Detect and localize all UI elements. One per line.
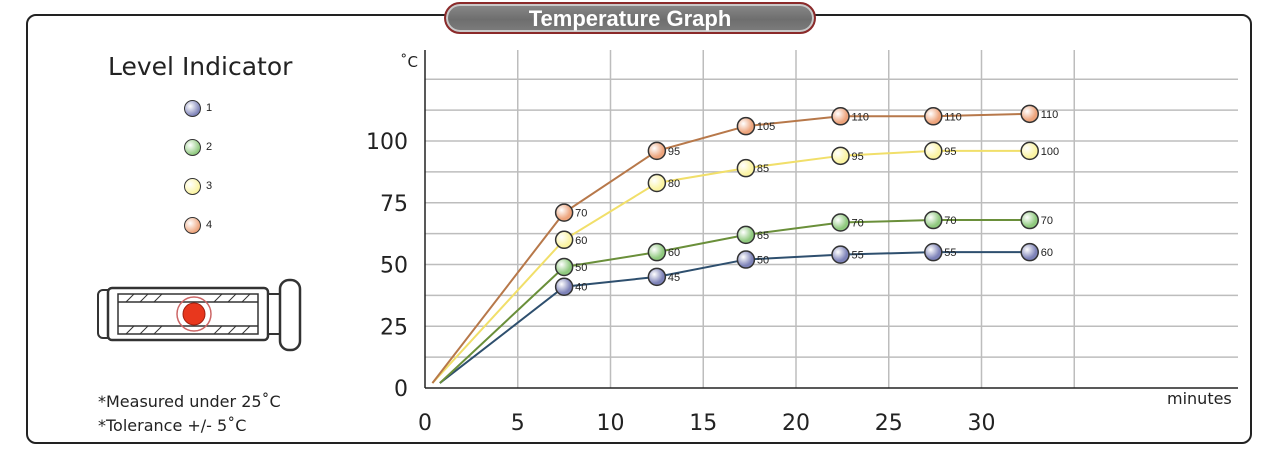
- legend-label: 2: [206, 141, 213, 153]
- data-point-marker: [736, 158, 756, 178]
- data-point-marker: [736, 225, 756, 245]
- data-point-label: 95: [944, 146, 956, 158]
- data-point-marker: [924, 107, 943, 126]
- chart-ticks: 0 25 50 75 100 0 5 10 15 20 25 30: [366, 130, 996, 436]
- title-banner: Temperature Graph: [444, 2, 816, 34]
- x-tick-label: 15: [689, 411, 717, 436]
- data-point-marker: [736, 250, 756, 269]
- data-point-label: 55: [852, 250, 864, 262]
- legend-label: 4: [206, 219, 213, 231]
- x-tick-label: 10: [597, 411, 625, 436]
- data-point-label: 70: [944, 215, 956, 227]
- y-tick-label: 0: [394, 377, 408, 402]
- y-axis-label: ˚C: [400, 53, 418, 71]
- data-point-label: 110: [852, 111, 870, 123]
- legend-marker-icon: [184, 178, 201, 195]
- data-point-label: 105: [757, 121, 775, 133]
- data-point-marker: [831, 213, 850, 232]
- y-tick-label: 50: [380, 254, 408, 279]
- data-point-marker: [647, 141, 667, 161]
- data-point-marker: [554, 277, 574, 296]
- level-indicator-icon: [97, 278, 302, 352]
- data-point-marker: [1020, 141, 1039, 161]
- chart-grid: [425, 50, 1238, 388]
- chart-title: Temperature Graph: [528, 6, 732, 31]
- chart-points: 40 45 50 55 55 60 50 60 65 70 70 70 60 80 85 95 95 100 70 9…: [554, 104, 1059, 296]
- data-point-marker: [1020, 242, 1039, 262]
- x-axis-label: minutes: [1167, 389, 1232, 408]
- x-tick-label: 25: [875, 411, 903, 436]
- tolerance-note: *Tolerance +/- 5˚C: [98, 416, 247, 435]
- data-point-label: 65: [757, 230, 769, 242]
- data-point-label: 60: [575, 235, 587, 247]
- data-point-label: 95: [668, 146, 680, 158]
- data-point-marker: [554, 257, 574, 277]
- data-point-label: 80: [668, 178, 680, 190]
- data-point-label: 40: [575, 282, 587, 294]
- legend-label: 1: [206, 102, 213, 114]
- data-point-marker: [924, 141, 943, 161]
- data-point-label: 110: [944, 111, 962, 123]
- y-tick-label: 100: [366, 130, 408, 155]
- data-point-label: 70: [1041, 215, 1053, 227]
- legend-label: 3: [206, 180, 213, 192]
- data-point-label: 95: [852, 151, 864, 163]
- data-point-marker: [554, 203, 574, 222]
- data-point-label: 70: [852, 218, 864, 230]
- series-line: [439, 251, 1030, 384]
- data-point-marker: [1020, 210, 1039, 230]
- data-point-label: 50: [575, 262, 587, 274]
- x-tick-label: 30: [968, 411, 996, 436]
- legend-marker-icon: [184, 139, 201, 156]
- data-point-label: 70: [575, 208, 587, 220]
- data-point-marker: [554, 230, 574, 250]
- data-point-label: 60: [668, 247, 680, 259]
- data-point-marker: [831, 245, 850, 264]
- data-point-marker: [924, 210, 943, 230]
- data-point-label: 100: [1041, 146, 1059, 158]
- data-point-marker: [1020, 104, 1039, 124]
- y-tick-label: 25: [380, 315, 408, 340]
- data-point-marker: [831, 107, 850, 126]
- measurement-note: *Measured under 25˚C: [98, 392, 281, 411]
- series-line: [439, 219, 1030, 384]
- data-point-label: 55: [944, 247, 956, 259]
- data-point-marker: [647, 267, 667, 287]
- x-tick-label: 5: [511, 411, 525, 436]
- data-point-marker: [831, 146, 850, 166]
- x-tick-label: 20: [782, 411, 810, 436]
- legend-title: Level Indicator: [108, 52, 293, 81]
- legend-marker-icon: [184, 217, 201, 234]
- data-point-label: 110: [1041, 109, 1059, 121]
- data-point-marker: [924, 242, 943, 262]
- data-point-marker: [736, 116, 756, 136]
- legend-marker-icon: [184, 100, 201, 117]
- y-tick-label: 75: [380, 192, 408, 217]
- data-point-label: 45: [668, 272, 680, 284]
- data-point-label: 50: [757, 255, 769, 267]
- chart-axes: [424, 50, 1238, 389]
- data-point-marker: [647, 242, 667, 262]
- data-point-label: 85: [757, 163, 769, 175]
- data-point-label: 60: [1041, 247, 1053, 259]
- data-point-marker: [647, 173, 667, 193]
- x-tick-label: 0: [418, 411, 432, 436]
